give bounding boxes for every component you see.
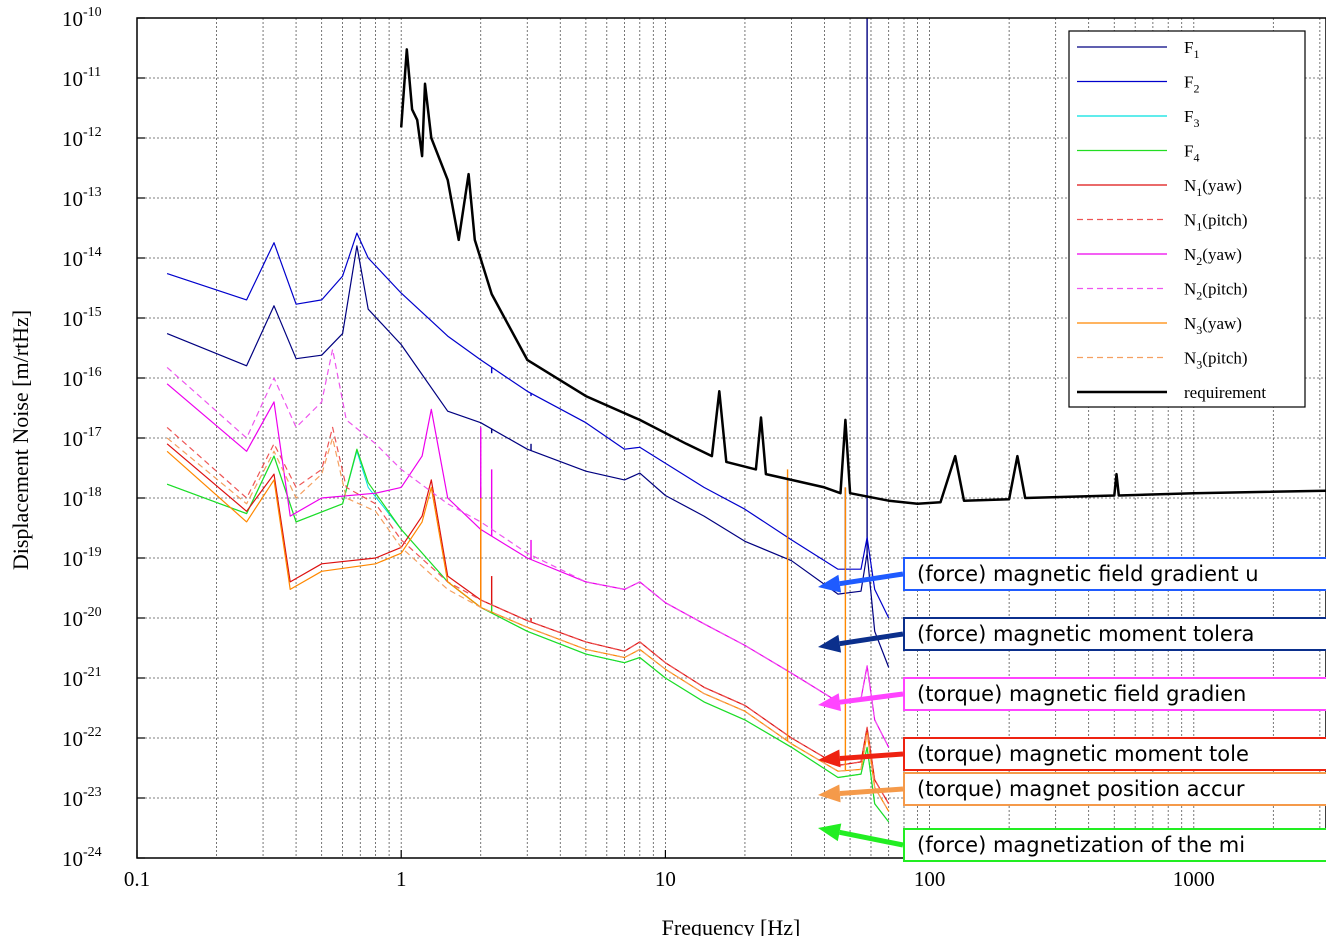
y-tick-label: 10-11 xyxy=(62,65,101,91)
y-tick-label: 10-21 xyxy=(62,665,102,691)
series-line xyxy=(166,437,890,812)
y-tick-label: 10-24 xyxy=(62,845,102,871)
series-f3 xyxy=(166,450,890,823)
callout-force-magnetization: (force) magnetization of the mi xyxy=(903,828,1326,862)
x-tick-label: 0.1 xyxy=(124,867,150,891)
y-tick-label: 10-22 xyxy=(62,725,102,751)
x-tick-label: 100 xyxy=(914,867,946,891)
callout-arrow xyxy=(818,691,904,712)
grid-lines xyxy=(137,18,1326,858)
callout-arrow-shaft xyxy=(839,829,904,848)
y-tick-label: 10-20 xyxy=(62,605,102,631)
callout-arrow-shaft xyxy=(839,786,904,796)
y-tick-label: 10-18 xyxy=(62,485,102,511)
callout-torque-position-accuracy: (torque) magnet position accur xyxy=(903,772,1326,806)
callout-torque-field-gradient: (torque) magnetic field gradien xyxy=(903,677,1326,711)
series-f2 xyxy=(166,232,890,619)
callout-arrow-head xyxy=(818,823,842,842)
legend-label: N1(pitch) xyxy=(1184,211,1248,234)
callout-arrow-head xyxy=(818,634,842,653)
callout-arrow xyxy=(818,631,904,653)
legend-label: F2 xyxy=(1184,73,1199,96)
series-line xyxy=(166,383,890,748)
x-axis-label: Frequency [Hz] xyxy=(662,915,801,936)
series-f1 xyxy=(166,18,890,668)
legend-label: requirement xyxy=(1184,383,1266,402)
y-tick-label: 10-16 xyxy=(62,365,102,391)
series-n1-yaw xyxy=(166,443,890,805)
y-tick-label: 10-15 xyxy=(62,305,102,331)
callout-arrow-head xyxy=(818,784,841,803)
callout-arrow xyxy=(818,571,904,593)
series-line xyxy=(166,450,890,823)
callout-arrow xyxy=(818,784,904,803)
y-tick-label: 10-14 xyxy=(62,245,102,271)
x-tick-label: 1000 xyxy=(1173,867,1215,891)
legend-label: N1(yaw) xyxy=(1184,176,1242,199)
series-line xyxy=(166,448,890,823)
y-tick-label: 10-10 xyxy=(62,5,102,31)
y-tick-label: 10-12 xyxy=(62,125,102,151)
y-tick-label: 10-19 xyxy=(62,545,102,571)
series-requirement xyxy=(399,48,1326,506)
series-n2-yaw xyxy=(166,383,890,748)
callout-force-field-gradient: (force) magnetic field gradient u xyxy=(903,557,1326,591)
legend-label: N2(pitch) xyxy=(1184,280,1248,303)
callout-arrow-head xyxy=(818,693,841,712)
callout-arrow-shaft xyxy=(839,571,904,587)
x-tick-label: 1 xyxy=(396,867,407,891)
callout-force-moment-tolerance: (force) magnetic moment tolera xyxy=(903,617,1326,651)
series-line xyxy=(166,245,890,668)
legend-label: N2(yaw) xyxy=(1184,245,1242,268)
callout-arrow xyxy=(818,749,904,768)
legend-label: F3 xyxy=(1184,107,1199,130)
series-line xyxy=(399,48,1326,506)
y-tick-label: 10-23 xyxy=(62,785,102,811)
series-n3-pitch xyxy=(166,437,890,812)
y-axis-label: Displacement Noise [m/rtHz] xyxy=(8,310,33,570)
callout-arrow-head xyxy=(818,749,841,768)
series-line xyxy=(166,426,890,805)
legend-label: N3(yaw) xyxy=(1184,314,1242,337)
legend-label: F1 xyxy=(1184,38,1199,61)
y-axis-ticks: 10-10 10-11 10-12 10-13 10-14 10-15 10-16 10-17… xyxy=(62,5,145,871)
callout-arrow-shaft xyxy=(839,631,904,647)
plot-series xyxy=(166,18,1326,823)
callout-arrows xyxy=(818,571,904,848)
callout-arrow-head xyxy=(818,574,842,593)
y-tick-label: 10-13 xyxy=(62,185,102,211)
y-tick-label: 10-17 xyxy=(62,425,102,451)
legend-label: F4 xyxy=(1184,142,1199,165)
series-f4 xyxy=(166,448,890,823)
legend-label: N3(pitch) xyxy=(1184,349,1248,372)
callout-arrow-shaft xyxy=(839,751,904,761)
x-tick-label: 10 xyxy=(655,867,676,891)
series-line xyxy=(166,232,890,619)
callout-arrow-shaft xyxy=(839,691,904,705)
callout-arrow xyxy=(818,823,904,848)
series-line xyxy=(166,443,890,805)
callout-torque-moment-tolerance: (torque) magnetic moment tole xyxy=(903,737,1326,771)
series-n1-pitch xyxy=(166,426,890,805)
legend: F1 F2 F3 F4 N1(yaw) N1(pitch) N2(yaw) N2(pitch)… xyxy=(1068,30,1306,408)
